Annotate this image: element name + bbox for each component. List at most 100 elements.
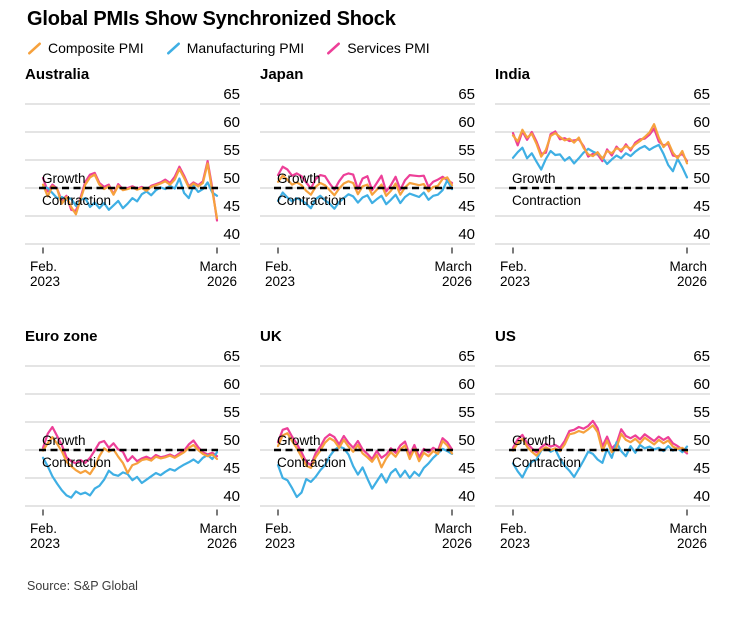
y-tick-label: 55 <box>693 142 710 159</box>
x-start-line2: 2023 <box>30 274 61 289</box>
legend-label: Manufacturing PMI <box>186 40 305 56</box>
manufacturing-line-swatch-icon <box>166 42 180 54</box>
growth-label: Growth <box>277 433 321 448</box>
x-end-line2: 2026 <box>676 536 707 551</box>
growth-label: Growth <box>277 171 321 186</box>
pmi-line-chart-uk: 65 60 55 50 45 40 Growth Contraction <box>260 348 475 516</box>
x-end-line1: March <box>434 521 472 536</box>
y-tick-label: 65 <box>223 86 240 103</box>
pmi-line-chart-japan: 65 60 55 50 45 40 Growth Contraction <box>260 86 475 254</box>
pmi-line-chart-us: 65 60 55 50 45 40 Growth Contraction <box>495 348 710 516</box>
growth-label: Growth <box>42 433 86 448</box>
y-tick-label: 50 <box>223 170 240 187</box>
series-line-services <box>276 427 454 467</box>
x-start-line1: Feb. <box>265 521 293 536</box>
contraction-label: Contraction <box>42 193 111 208</box>
series-line-composite <box>41 162 219 220</box>
y-tick-label: 50 <box>458 432 475 449</box>
x-end-line2: 2026 <box>676 274 707 289</box>
chart-header: Global PMIs Show Synchronized Shock Comp… <box>25 8 710 56</box>
x-axis-labels: Feb. 2023 March 2026 <box>25 521 240 551</box>
x-end-line1: March <box>199 521 237 536</box>
series-line-services <box>276 165 454 193</box>
panels-grid: Australia 65 60 55 50 45 40 Growth Contraction … <box>25 67 710 551</box>
y-tick-label: 50 <box>693 432 710 449</box>
x-axis-start-label: Feb. 2023 <box>495 521 530 551</box>
x-start-line1: Feb. <box>500 521 528 536</box>
legend-label: Services PMI <box>347 40 430 56</box>
services-line-swatch-icon <box>327 42 341 54</box>
x-axis-end-label: March 2026 <box>434 521 475 551</box>
page-title: Global PMIs Show Synchronized Shock <box>27 8 396 30</box>
x-start-line2: 2023 <box>30 536 61 551</box>
y-tick-label: 65 <box>693 86 710 103</box>
series-line-composite <box>276 432 454 470</box>
y-tick-label: 50 <box>223 432 240 449</box>
legend-item-composite: Composite PMI <box>27 40 144 56</box>
y-tick-label: 45 <box>693 460 710 477</box>
legend-label: Composite PMI <box>48 40 144 56</box>
x-end-line1: March <box>434 259 472 274</box>
x-start-line1: Feb. <box>30 521 58 536</box>
y-tick-label: 65 <box>223 348 240 365</box>
y-tick-label: 55 <box>458 404 475 421</box>
panel-india: India 65 60 55 50 45 40 Growth Contraction Feb.… <box>495 67 710 289</box>
x-axis-end-label: March 2026 <box>199 521 240 551</box>
y-tick-label: 55 <box>223 404 240 421</box>
composite-swatch-line <box>28 42 41 54</box>
legend-item-manufacturing: Manufacturing PMI <box>166 40 305 56</box>
y-tick-label: 40 <box>223 226 240 243</box>
y-tick-label: 45 <box>223 460 240 477</box>
x-end-line2: 2026 <box>441 274 472 289</box>
pmi-line-chart-india: 65 60 55 50 45 40 Growth Contraction <box>495 86 710 254</box>
legend-item-services: Services PMI <box>326 40 430 56</box>
growth-label: Growth <box>512 171 556 186</box>
panel-title: Japan <box>260 66 304 83</box>
y-tick-label: 45 <box>223 198 240 215</box>
growth-label: Growth <box>42 171 86 186</box>
y-tick-label: 40 <box>458 488 475 505</box>
y-tick-label: 45 <box>458 460 475 477</box>
x-axis-labels: Feb. 2023 March 2026 <box>495 521 710 551</box>
x-start-line2: 2023 <box>500 274 531 289</box>
y-tick-label: 40 <box>693 226 710 243</box>
series-line-services <box>41 425 219 465</box>
y-tick-label: 50 <box>693 170 710 187</box>
x-end-line2: 2026 <box>206 274 237 289</box>
series-line-composite <box>276 174 454 197</box>
x-axis-end-label: March 2026 <box>199 259 240 289</box>
series-line-manufacturing <box>41 177 219 211</box>
pmi-line-chart-euro-zone: 65 60 55 50 45 40 Growth Contraction <box>25 348 240 516</box>
panel-title: UK <box>260 328 282 345</box>
x-axis-labels: Feb. 2023 March 2026 <box>495 259 710 289</box>
series-line-composite <box>511 424 689 457</box>
panel-us: US 65 60 55 50 45 40 Growth Contraction Feb. 20… <box>495 329 710 551</box>
series-line-manufacturing <box>41 451 219 499</box>
panel-title: US <box>495 328 516 345</box>
contraction-label: Contraction <box>512 455 581 470</box>
panel-euro-zone: Euro zone 65 60 55 50 45 40 Growth Contraction … <box>25 329 240 551</box>
y-tick-label: 60 <box>223 376 240 393</box>
pmi-line-chart-australia: 65 60 55 50 45 40 Growth Contraction <box>25 86 240 254</box>
y-tick-label: 60 <box>693 376 710 393</box>
x-axis-start-label: Feb. 2023 <box>260 259 295 289</box>
x-axis-start-label: Feb. 2023 <box>25 521 60 551</box>
x-axis-labels: Feb. 2023 March 2026 <box>260 259 475 289</box>
x-start-line1: Feb. <box>500 259 528 274</box>
panel-uk: UK 65 60 55 50 45 40 Growth Contraction Feb. 20… <box>260 329 475 551</box>
y-tick-label: 55 <box>458 142 475 159</box>
x-axis-end-label: March 2026 <box>669 521 710 551</box>
x-start-line2: 2023 <box>265 536 296 551</box>
x-start-line1: Feb. <box>30 259 58 274</box>
x-axis-end-label: March 2026 <box>434 259 475 289</box>
manufacturing-swatch-line <box>166 42 180 54</box>
contraction-label: Contraction <box>512 193 581 208</box>
panel-title: Australia <box>25 66 90 83</box>
series-line-composite <box>41 435 219 476</box>
panel-title: India <box>495 66 531 83</box>
contraction-label: Contraction <box>277 455 346 470</box>
contraction-label: Contraction <box>277 193 346 208</box>
y-tick-label: 60 <box>693 114 710 131</box>
y-tick-label: 40 <box>223 488 240 505</box>
y-tick-label: 45 <box>458 198 475 215</box>
